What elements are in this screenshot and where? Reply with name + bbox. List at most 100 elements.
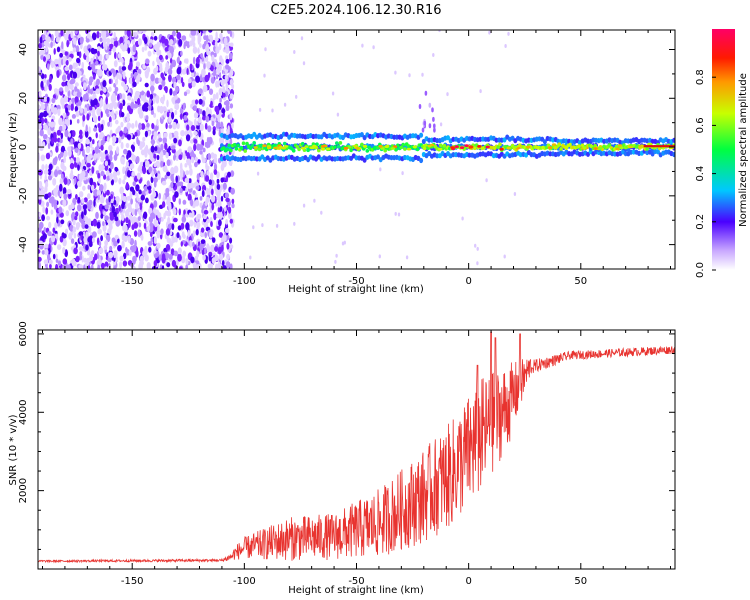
spectrogram-noise-cell	[167, 216, 171, 225]
spectrogram-peak-cell	[281, 146, 286, 150]
spectrogram-noise-cell	[203, 214, 207, 220]
spectrogram-noise-cell	[61, 97, 65, 105]
spectrogram-signal-core	[250, 144, 255, 148]
spectrogram-noise-cell	[72, 37, 76, 45]
spectrogram-y-label: Frequency (Hz)	[8, 112, 19, 188]
colorbar-label: Normalized spectral amplitude	[738, 73, 749, 227]
spectrogram-noise-cell	[38, 124, 42, 130]
spectrogram-noise-cell	[186, 68, 189, 75]
spectrogram-noise-cell	[54, 189, 58, 198]
colorbar-tick-label: 0.4	[695, 166, 706, 182]
spectrogram-noise-cell	[117, 245, 122, 252]
spectrogram-noise-cell	[195, 185, 200, 191]
spectrogram-peak-cell	[553, 146, 558, 150]
spectrogram-noise-cell	[69, 162, 75, 170]
spectrogram-noise-cell	[86, 162, 91, 168]
spectrogram-noise-cell	[171, 30, 176, 37]
spectrogram-peak-cell	[262, 144, 267, 148]
spectrogram-noise-cell	[206, 170, 210, 176]
spectrogram-noise-cell	[144, 130, 148, 138]
spectrogram-noise-cell	[53, 48, 56, 55]
spectrogram-noise-cell	[63, 150, 68, 157]
spectrogram-noise-cell	[114, 51, 117, 60]
spectrogram-noise-cell	[173, 137, 178, 144]
spectrogram-noise-cell	[231, 203, 235, 209]
spectrogram-noise-cell	[143, 222, 147, 230]
spectrogram-noise-cell	[98, 133, 104, 140]
spectrogram-speck	[320, 210, 323, 215]
spectrogram-noise-cell	[98, 247, 104, 255]
spectrogram-noise-cell	[189, 240, 193, 248]
spectrogram-panel: -150 -100 -50 0 50 -40 -20 0 20 40 Height of str…	[8, 29, 676, 295]
spectrogram-noise-cell	[97, 228, 102, 235]
spectrogram-noise-cell	[191, 72, 195, 77]
y-tick-label: 2000	[18, 478, 29, 503]
spectrogram-noise-cell	[209, 231, 213, 239]
spectrogram-noise-cell	[105, 96, 108, 105]
spectrogram-noise-cell	[51, 137, 54, 145]
spectrogram-noise-cell	[50, 60, 55, 69]
spectrogram-peak-cell	[300, 146, 306, 150]
spectrogram-noise-cell	[151, 170, 155, 178]
spectrogram-noise-cell	[75, 67, 81, 73]
spectrogram-noise-cell	[180, 222, 185, 230]
spectrogram-noise-cell	[127, 235, 131, 244]
spectrogram-noise-cell	[228, 206, 232, 214]
spectrogram-speck	[379, 167, 382, 172]
spectrogram-speck	[252, 225, 255, 230]
spectrogram-noise-cell	[158, 77, 163, 84]
spectrogram-noise-cell	[165, 152, 169, 159]
spectrogram-signal-core	[473, 146, 477, 151]
spectrogram-signal-core	[577, 144, 581, 149]
spectrogram-speck	[343, 240, 346, 245]
spectrogram-noise-cell	[122, 166, 126, 175]
spectrogram-noise-cell	[118, 136, 122, 144]
spectrogram-noise-cell	[215, 121, 221, 129]
spectrogram-noise-cell	[108, 78, 112, 84]
spectrogram-noise-cell	[197, 116, 202, 124]
spectrogram-noise-cell	[40, 73, 45, 80]
spectrogram-noise-cell	[127, 64, 133, 71]
spectrogram-noise-cell	[179, 168, 184, 175]
spectrogram-speck	[421, 72, 424, 77]
spectrogram-noise-cell	[195, 229, 199, 236]
spectrogram-noise-cell	[115, 110, 118, 116]
spectrogram-peak-cell	[406, 147, 412, 151]
spectrogram-speck	[432, 53, 435, 57]
spectrogram-noise-cell	[161, 265, 165, 269]
spectrogram-noise-cell	[113, 199, 117, 205]
spectrogram-noise-cell	[190, 256, 195, 264]
spectrogram-noise-cell	[227, 171, 231, 178]
x-tick-label: -50	[348, 576, 364, 587]
spectrogram-noise-cell	[215, 92, 219, 100]
spectrogram-noise-cell	[121, 66, 127, 71]
spectrogram-noise-cell	[204, 231, 207, 239]
spectrogram-peak-cell	[438, 147, 443, 151]
spectrogram-noise-cell	[215, 46, 220, 54]
spectrogram-speck	[408, 73, 411, 78]
spectrogram-noise-cell	[100, 144, 104, 151]
spectrogram-noise-cell	[48, 259, 53, 265]
spectrogram-noise-cell	[90, 264, 94, 269]
spectrogram-speck	[461, 216, 464, 221]
spectrogram-noise-cell	[141, 30, 147, 33]
spectrogram-noise-cell	[123, 234, 128, 243]
spectrogram-peak-cell	[464, 144, 469, 148]
spectrogram-noise-cell	[70, 238, 75, 244]
spectrogram-noise-cell	[86, 155, 91, 163]
spectrogram-noise-cell	[210, 244, 215, 253]
spectrogram-noise-cell	[60, 30, 64, 37]
spectrogram-noise-cell	[75, 255, 80, 263]
spectrogram-noise-cell	[72, 130, 76, 138]
spectrogram-speck	[361, 43, 364, 48]
spectrogram-peak-cell	[582, 146, 587, 150]
spectrogram-noise-cell	[77, 180, 82, 188]
spectrogram-noise-cell	[109, 43, 114, 49]
spectrogram-noise-cell	[210, 195, 216, 203]
spectrogram-noise-cell	[208, 30, 213, 33]
spectrogram-noise-cell	[83, 197, 88, 203]
spectrogram-peak-cell	[593, 147, 598, 150]
spectrogram-speck	[331, 91, 335, 96]
spectrogram-noise-cell	[38, 42, 43, 49]
spectrogram-noise-cell	[137, 38, 142, 46]
